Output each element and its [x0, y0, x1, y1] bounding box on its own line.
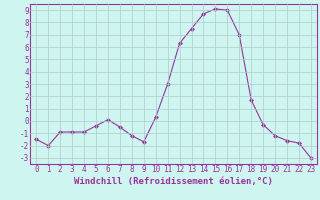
X-axis label: Windchill (Refroidissement éolien,°C): Windchill (Refroidissement éolien,°C) [74, 177, 273, 186]
